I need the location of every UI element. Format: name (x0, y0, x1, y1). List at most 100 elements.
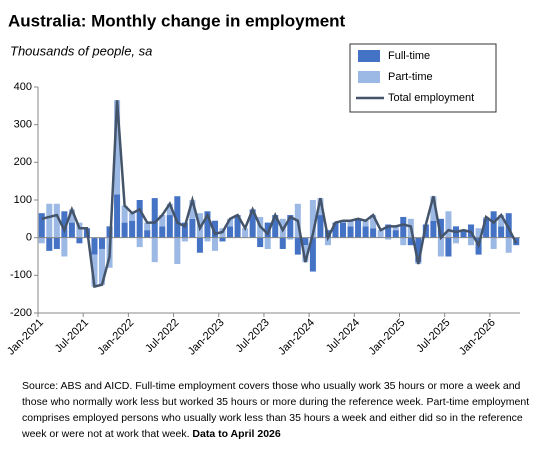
bar (385, 224, 392, 238)
bar (400, 237, 407, 246)
x-tick-label: Jan-2023 (186, 317, 227, 358)
bar (211, 220, 218, 238)
bar (430, 220, 437, 238)
bar (272, 215, 279, 238)
bar (38, 237, 45, 244)
bar (114, 194, 121, 238)
bar (445, 211, 452, 238)
bar (227, 218, 234, 227)
bar (355, 218, 362, 238)
bar (460, 230, 467, 238)
bar (181, 222, 188, 238)
bar (287, 215, 294, 238)
bar (324, 237, 331, 246)
x-tick-label: Jul-2023 (234, 317, 272, 355)
x-tick-label: Jul-2024 (324, 317, 362, 355)
x-tick-label: Jan-2021 (5, 317, 46, 358)
y-tick-label: 300 (14, 119, 32, 131)
bar (174, 196, 181, 238)
x-tick-label: Jul-2025 (414, 317, 452, 355)
bar (136, 200, 143, 238)
legend-label: Full-time (388, 50, 430, 62)
bar (227, 226, 234, 238)
bar (76, 237, 83, 244)
bar (483, 218, 490, 238)
chart-subtitle: Thousands of people, sa (10, 43, 152, 58)
bar (294, 237, 301, 255)
bar (76, 222, 83, 238)
total-line (41, 100, 518, 289)
source-bold: Data to April 2026 (192, 428, 281, 440)
bar (99, 248, 106, 285)
bar (498, 226, 505, 238)
bar (151, 237, 158, 263)
bar (61, 211, 68, 238)
bar (279, 237, 286, 249)
bar (189, 218, 196, 238)
bar (400, 216, 407, 238)
bar (181, 237, 188, 242)
bar (159, 226, 166, 238)
bar (437, 218, 444, 238)
bar (151, 198, 158, 238)
bar (317, 215, 324, 238)
bar (317, 198, 324, 216)
bar (234, 215, 241, 238)
bar (53, 237, 60, 249)
bar (189, 200, 196, 219)
bar (475, 228, 482, 238)
bar (204, 211, 211, 238)
y-tick-label: 200 (14, 156, 32, 168)
legend-swatch (358, 50, 380, 62)
bar (362, 220, 369, 227)
bar (257, 237, 264, 248)
source-text: Source: ABS and AICD. Full-time employme… (22, 380, 530, 440)
bar (370, 228, 377, 238)
bar (264, 222, 271, 238)
bar (121, 222, 128, 238)
bar (91, 254, 98, 287)
bar (144, 230, 151, 238)
bar (437, 237, 444, 257)
bar (242, 228, 249, 238)
bar (166, 203, 173, 216)
bar (505, 237, 512, 253)
x-tick-label: Jan-2026 (457, 317, 498, 358)
bar (46, 203, 53, 238)
legend-label: Part-time (388, 71, 433, 83)
bar (91, 237, 98, 255)
bar (249, 209, 256, 238)
bar (136, 237, 143, 248)
bar (38, 213, 45, 238)
bar (347, 220, 354, 227)
y-tick-label: 100 (14, 194, 32, 206)
bar (166, 215, 173, 238)
y-tick-label: 400 (14, 81, 32, 93)
bar (61, 237, 68, 257)
bar (144, 222, 151, 231)
bar (309, 200, 316, 238)
bar (302, 237, 309, 246)
x-tick-label: Jul-2022 (143, 317, 181, 355)
bar (68, 222, 75, 238)
bar (309, 237, 316, 272)
bar (302, 245, 309, 263)
bar (121, 205, 128, 223)
x-tick-label: Jul-2021 (53, 317, 91, 355)
bar (430, 196, 437, 221)
chart-title: Australia: Monthly change in employment (8, 11, 346, 30)
bar (196, 237, 203, 253)
bar (204, 237, 211, 242)
bar (505, 213, 512, 238)
y-tick-label: 0 (26, 232, 32, 244)
bar (370, 215, 377, 229)
bar (46, 237, 53, 251)
bar (68, 209, 75, 223)
bar (385, 237, 392, 240)
bar (129, 213, 136, 221)
bar (264, 237, 271, 249)
x-tick-label: Jan-2025 (367, 317, 408, 358)
bar (392, 230, 399, 238)
